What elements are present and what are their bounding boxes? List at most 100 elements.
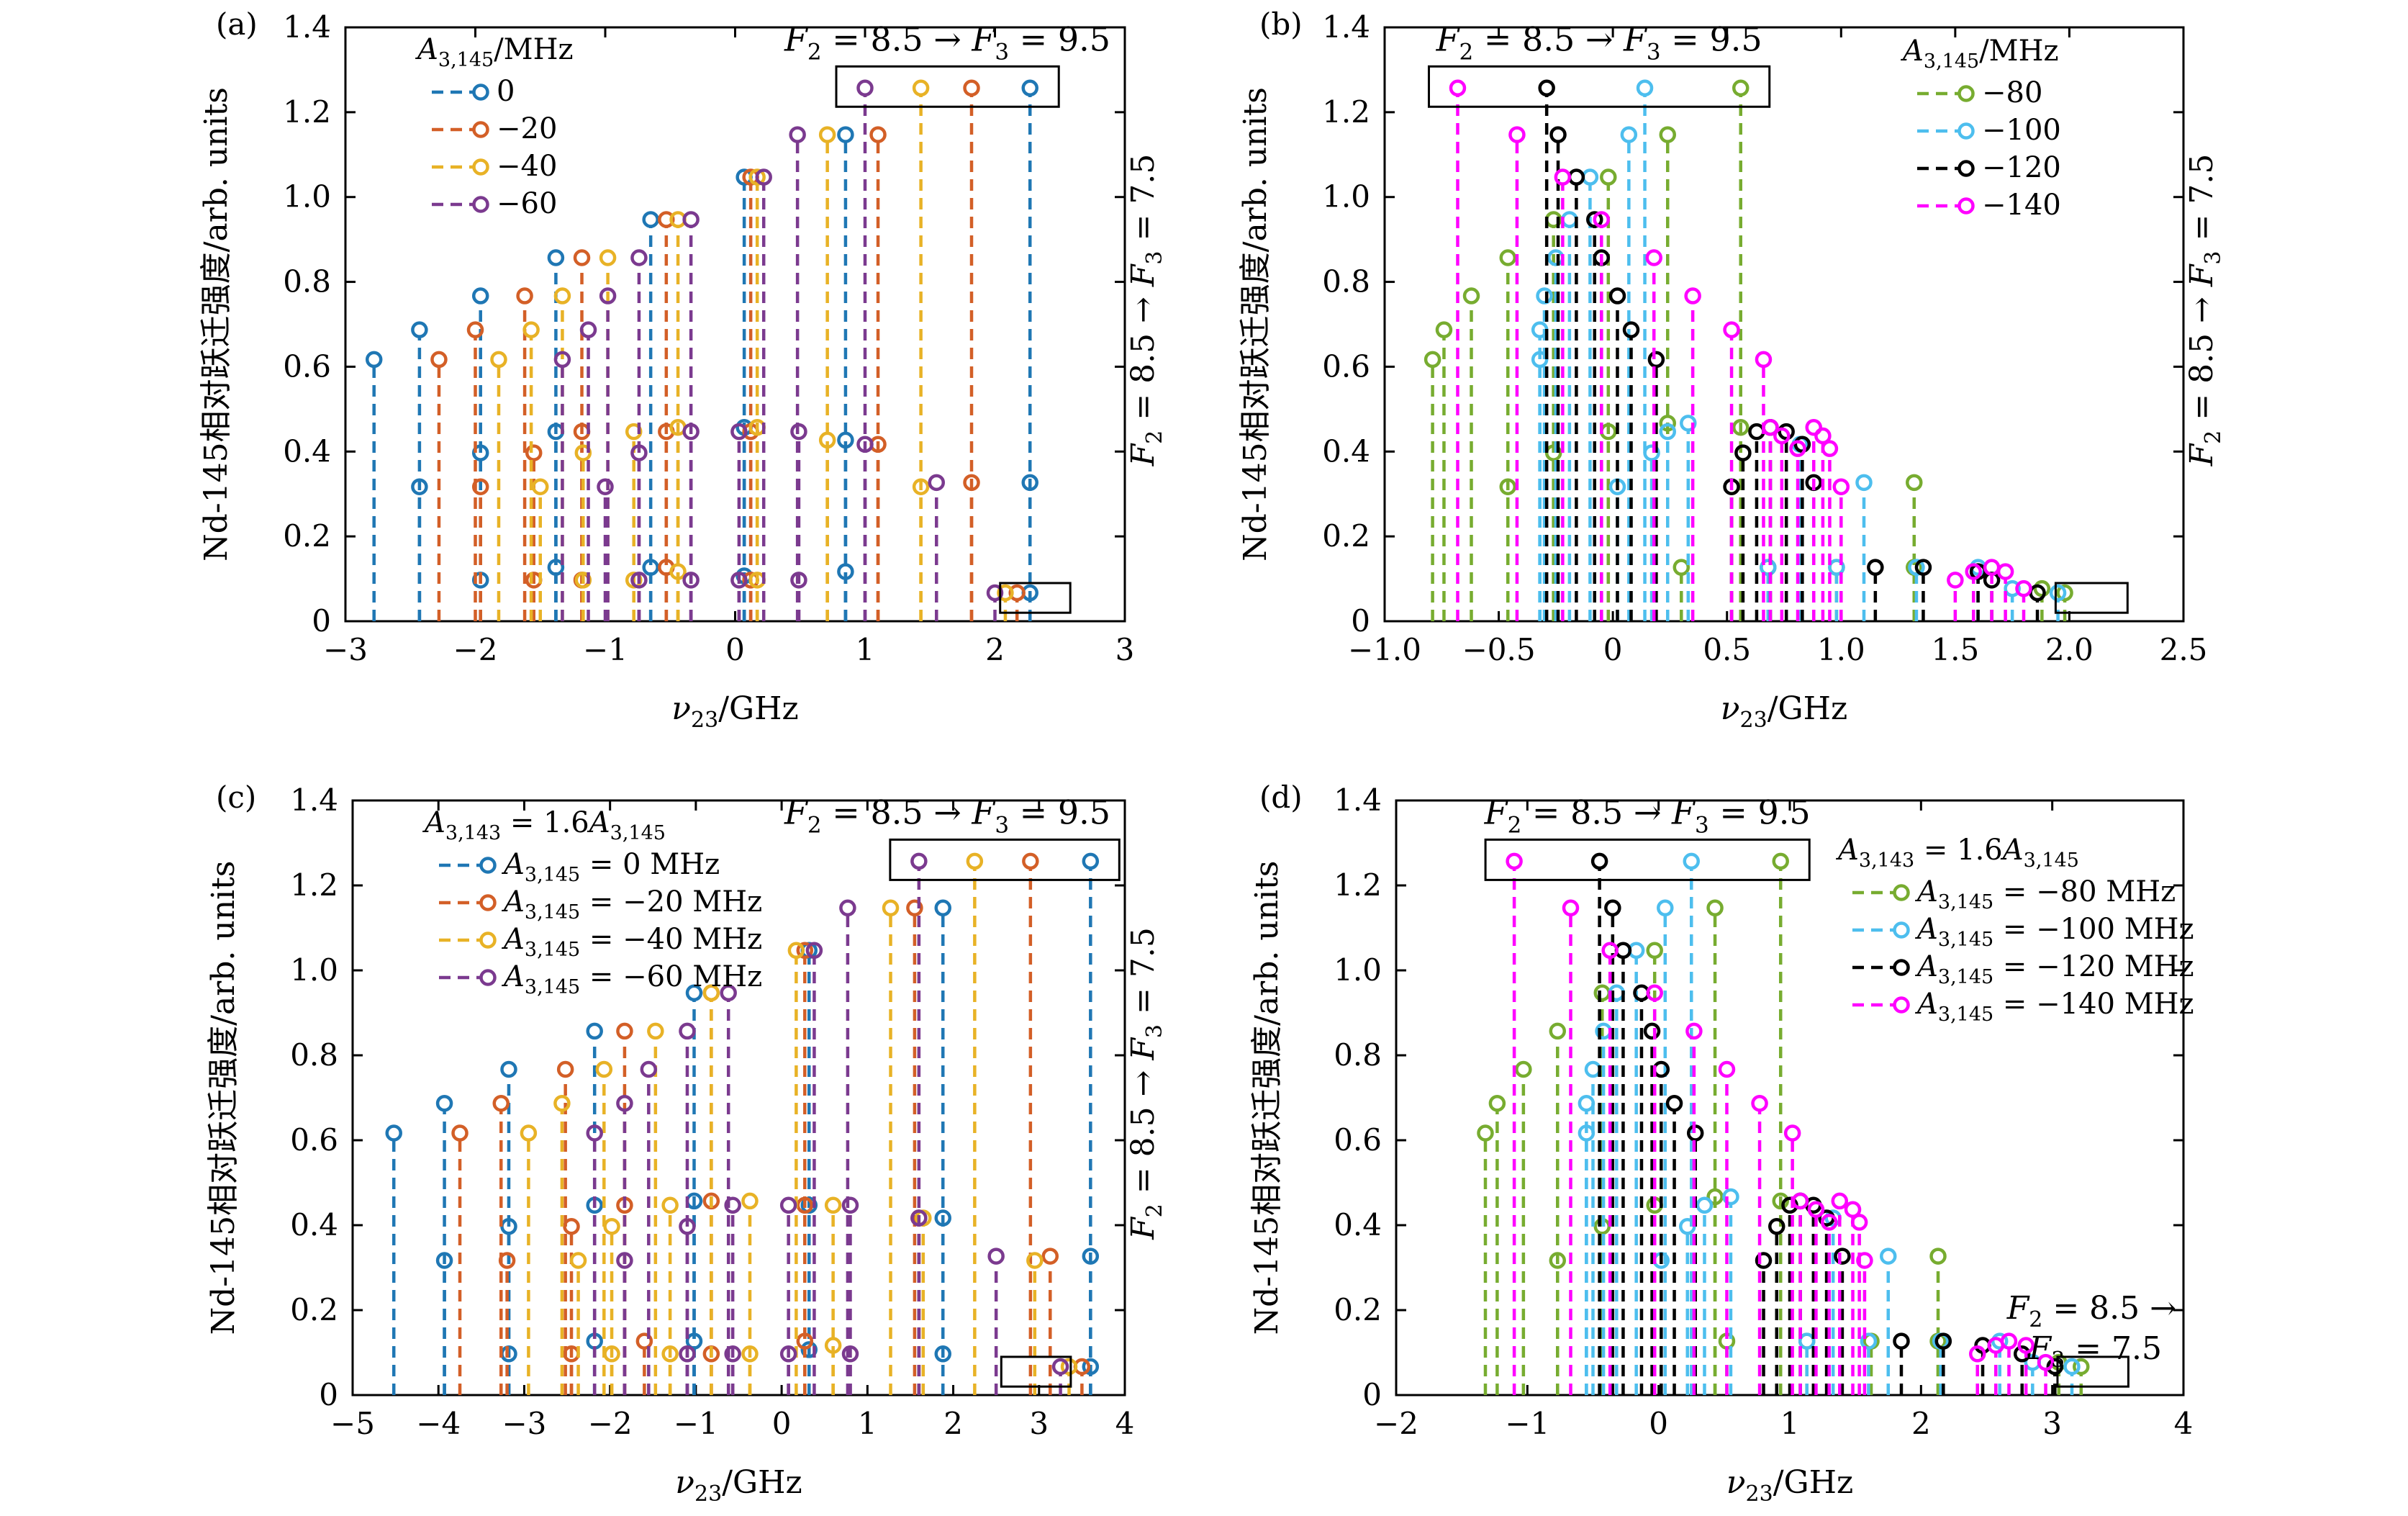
stem-marker [1547,249,1565,266]
stem-marker [724,1196,741,1214]
stem-marker [492,1094,510,1112]
y-axis-title: Nd-145相对跃迁强度/arb. units [1249,861,1285,1335]
stem-marker [679,1022,696,1040]
legend-entry: A3,145 = −80 MHz [1914,875,2176,913]
stem-marker [818,126,836,143]
legend-marker [1957,122,1975,140]
stem-series-group [1477,852,2090,1395]
stem-marker [642,211,659,228]
stem-marker [451,1124,469,1142]
y-tick-label: 1.4 [290,782,338,818]
stem-marker [1636,79,1654,97]
x-axis-title: ν23/GHz [1721,690,1847,733]
stem-marker [616,1094,633,1112]
stem-marker [1773,427,1791,445]
stem-marker [928,474,946,492]
x-tick-label: 0 [1649,1406,1668,1441]
stem-marker [741,1345,759,1363]
stem-marker [963,474,980,492]
stem-marker [796,1196,814,1214]
bracket-box-top [835,65,1060,108]
stem-series-group [385,852,1100,1395]
stem-marker [1732,79,1750,97]
stem-marker [730,572,748,589]
legend-entry: −140 [1982,189,2061,222]
stem-marker [669,563,687,580]
x-tick-label: 1 [856,632,875,667]
bracket-box-bottom [2054,582,2129,614]
stem-marker [912,478,930,495]
stem-marker [2046,1358,2064,1376]
stem-marker [1544,444,1562,461]
stem-marker [1647,351,1665,369]
stem-marker [1844,1201,1862,1218]
stem-marker [603,1345,620,1363]
stem-marker [640,1060,658,1078]
stem-marker [1706,1188,1724,1206]
legend-marker [1957,160,1975,177]
x-tick-label: −3 [323,632,368,667]
legend-marker [479,931,497,949]
stem-marker [906,899,923,917]
annotation-side-line2: F3 = 7.5 [2029,1330,2162,1373]
stem-marker [1789,440,1806,457]
stem-marker [1026,1252,1044,1269]
plot-frame [344,26,1126,623]
stem-marker [805,942,823,960]
annotation-side: F2 = 8.5 → F3 = 7.5 [1125,154,1167,467]
stem-marker [1828,559,1845,576]
y-tick-label: 0.8 [283,264,331,299]
y-axis-title: Nd-145相对跃迁强度/arb. units [205,861,242,1335]
stem-marker [1562,899,1580,917]
stem-marker [520,1124,538,1142]
stem-marker [800,1341,818,1358]
legend-marker [472,196,489,213]
stem-marker [603,1218,620,1235]
bracket-box-top [1484,838,1811,881]
stem-marker [498,1252,516,1269]
legend-marker [1893,959,1910,976]
stem-marker [616,1022,633,1040]
stem-marker [1821,440,1839,457]
stem-marker [516,287,533,304]
stem-marker [1914,559,1932,576]
stem-marker [1791,1192,1809,1210]
stem-marker [2037,1353,2055,1371]
stem-marker [1832,478,1850,495]
stem-marker [1880,1247,1897,1265]
stem-marker [365,351,383,369]
x-tick-label: 0 [725,632,745,667]
stem-marker [869,126,887,143]
stem-marker [553,287,571,304]
stem-marker [1929,1247,1947,1265]
stem-marker [1755,351,1773,369]
stem-marker [1601,942,1619,960]
y-tick-label: 0.8 [290,1037,338,1073]
stem-marker [2000,1332,2018,1350]
bracket-box-bottom [1000,1355,1072,1388]
panel-letter: (b) [1259,6,1303,42]
legend-marker [1893,996,1910,1014]
annotation-side: F2 = 8.5 → F3 = 7.5 [1125,927,1167,1240]
stem-marker [435,1094,453,1112]
y-tick-label: 1.0 [1322,179,1370,215]
stem-marker [1021,79,1038,97]
legend-marker [472,121,489,138]
stem-marker [839,899,856,917]
stem-marker [966,852,984,870]
stem-marker [837,431,854,449]
stem-marker [1659,423,1677,441]
legend-title: A3,145/MHz [1900,35,2059,73]
stem-marker [471,287,489,304]
stem-marker [2056,584,2073,602]
stem-marker [986,584,1004,602]
stem-marker [430,351,448,369]
stem-marker [741,1192,759,1210]
stem-marker [658,211,675,228]
stem-marker [1022,852,1039,870]
stem-marker [616,1252,633,1269]
stem-marker [1554,168,1572,186]
y-tick-label: 0.6 [1322,348,1370,384]
x-tick-label: 2.5 [2160,632,2208,667]
